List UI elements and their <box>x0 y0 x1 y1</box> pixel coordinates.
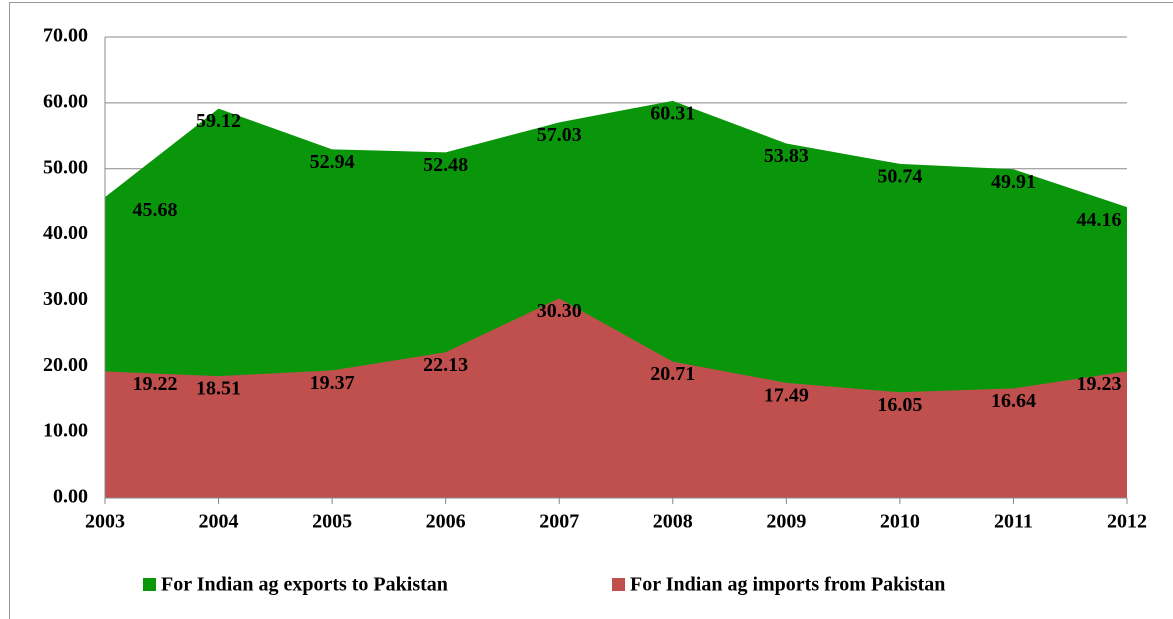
data-label: 20.71 <box>650 363 695 385</box>
x-tick-label: 2005 <box>312 511 352 533</box>
data-label: 17.49 <box>764 384 809 406</box>
data-label: 52.94 <box>310 151 355 173</box>
data-label: 52.48 <box>423 154 468 176</box>
x-tick-label: 2006 <box>426 511 466 533</box>
x-tick-label: 2004 <box>199 511 239 533</box>
data-label: 16.64 <box>991 390 1036 412</box>
data-label: 18.51 <box>196 378 241 400</box>
data-label: 19.23 <box>1077 373 1122 395</box>
x-tick-label: 2009 <box>766 511 806 533</box>
x-tick-label: 2010 <box>880 511 920 533</box>
x-tick-label: 2007 <box>539 511 579 533</box>
legend-label: For Indian ag exports to Pakistan <box>161 574 448 596</box>
data-label: 44.16 <box>1077 209 1122 231</box>
data-label: 57.03 <box>537 124 582 146</box>
y-tick-label: 70.00 <box>43 25 88 47</box>
data-label: 50.74 <box>877 165 922 187</box>
legend-swatch <box>143 578 156 591</box>
data-label: 60.31 <box>650 102 695 124</box>
data-label: 19.37 <box>310 372 355 394</box>
x-tick-label: 2011 <box>994 511 1033 533</box>
legend-label: For Indian ag imports from Pakistan <box>630 574 945 596</box>
y-tick-label: 0.00 <box>53 486 88 508</box>
y-tick-label: 10.00 <box>43 420 88 442</box>
y-tick-label: 50.00 <box>43 156 88 178</box>
data-label: 45.68 <box>133 199 178 221</box>
data-label: 59.12 <box>196 110 241 132</box>
data-label: 19.22 <box>133 373 178 395</box>
x-tick-label: 2012 <box>1107 511 1147 533</box>
y-tick-label: 60.00 <box>43 90 88 112</box>
area <box>105 298 1127 498</box>
y-tick-label: 40.00 <box>43 222 88 244</box>
data-label: 30.30 <box>537 300 582 322</box>
data-label: 53.83 <box>764 145 809 167</box>
data-label: 22.13 <box>423 354 468 376</box>
x-tick-label: 2003 <box>85 511 125 533</box>
y-tick-label: 20.00 <box>43 354 88 376</box>
x-tick-label: 2008 <box>653 511 693 533</box>
data-label: 49.91 <box>991 171 1036 193</box>
y-tick-label: 30.00 <box>43 288 88 310</box>
chart-frame <box>9 2 1173 619</box>
legend-swatch <box>612 578 625 591</box>
data-label: 16.05 <box>877 394 922 416</box>
